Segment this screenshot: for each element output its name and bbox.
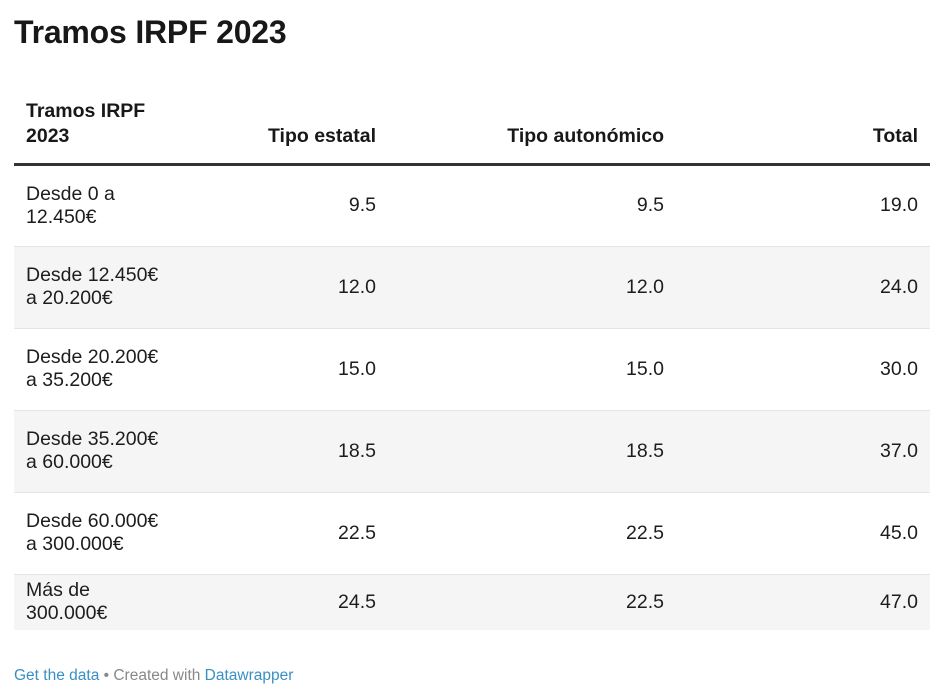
cell-tipo-estatal: 15.0 <box>194 328 388 411</box>
column-header-tramos[interactable]: Tramos IRPF 2023 <box>14 92 194 166</box>
cell-total: 19.0 <box>676 164 930 247</box>
table-row: Desde 35.200€ a 60.000€ 18.5 18.5 37.0 <box>14 410 930 493</box>
datawrapper-link[interactable]: Datawrapper <box>204 667 294 684</box>
footer-separator: • Created with <box>99 667 205 684</box>
cell-total: 45.0 <box>676 492 930 575</box>
cell-total: 47.0 <box>676 574 930 630</box>
cell-tipo-estatal: 18.5 <box>194 410 388 493</box>
cell-tramo: Desde 60.000€ a 300.000€ <box>14 492 194 575</box>
cell-total: 24.0 <box>676 246 930 329</box>
cell-tipo-autonomico: 12.0 <box>388 246 676 329</box>
cell-tipo-autonomico: 9.5 <box>388 164 676 247</box>
cell-tipo-estatal: 12.0 <box>194 246 388 329</box>
table-body: Desde 0 a 12.450€ 9.5 9.5 19.0 Desde 12.… <box>14 164 930 630</box>
cell-total: 30.0 <box>676 328 930 411</box>
cell-tipo-estatal: 22.5 <box>194 492 388 575</box>
table-row: Desde 60.000€ a 300.000€ 22.5 22.5 45.0 <box>14 492 930 575</box>
table-row: Más de 300.000€ 24.5 22.5 47.0 <box>14 574 930 630</box>
cell-tramo: Desde 12.450€ a 20.200€ <box>14 246 194 329</box>
table-row: Desde 0 a 12.450€ 9.5 9.5 19.0 <box>14 164 930 247</box>
page-title: Tramos IRPF 2023 <box>14 14 287 50</box>
column-header-tipo-autonomico[interactable]: Tipo autonómico <box>388 92 676 166</box>
cell-tipo-estatal: 9.5 <box>194 164 388 247</box>
get-the-data-link[interactable]: Get the data <box>14 667 100 684</box>
table-header-row: Tramos IRPF 2023 Tipo estatal Tipo auton… <box>14 92 930 166</box>
footer: Get the data • Created with Datawrapper <box>14 666 293 686</box>
cell-tipo-autonomico: 22.5 <box>388 574 676 630</box>
cell-tipo-estatal: 24.5 <box>194 574 388 630</box>
data-table: Tramos IRPF 2023 Tipo estatal Tipo auton… <box>14 92 930 630</box>
table-row: Desde 12.450€ a 20.200€ 12.0 12.0 24.0 <box>14 246 930 329</box>
column-header-total[interactable]: Total <box>676 92 930 166</box>
cell-tipo-autonomico: 22.5 <box>388 492 676 575</box>
cell-tramo: Más de 300.000€ <box>14 574 194 630</box>
table-row: Desde 20.200€ a 35.200€ 15.0 15.0 30.0 <box>14 328 930 411</box>
cell-tipo-autonomico: 18.5 <box>388 410 676 493</box>
cell-total: 37.0 <box>676 410 930 493</box>
cell-tramo: Desde 35.200€ a 60.000€ <box>14 410 194 493</box>
data-table-container: Tramos IRPF 2023 Tipo estatal Tipo auton… <box>14 92 930 630</box>
column-header-tipo-estatal[interactable]: Tipo estatal <box>194 92 388 166</box>
cell-tipo-autonomico: 15.0 <box>388 328 676 411</box>
cell-tramo: Desde 0 a 12.450€ <box>14 164 194 247</box>
cell-tramo: Desde 20.200€ a 35.200€ <box>14 328 194 411</box>
